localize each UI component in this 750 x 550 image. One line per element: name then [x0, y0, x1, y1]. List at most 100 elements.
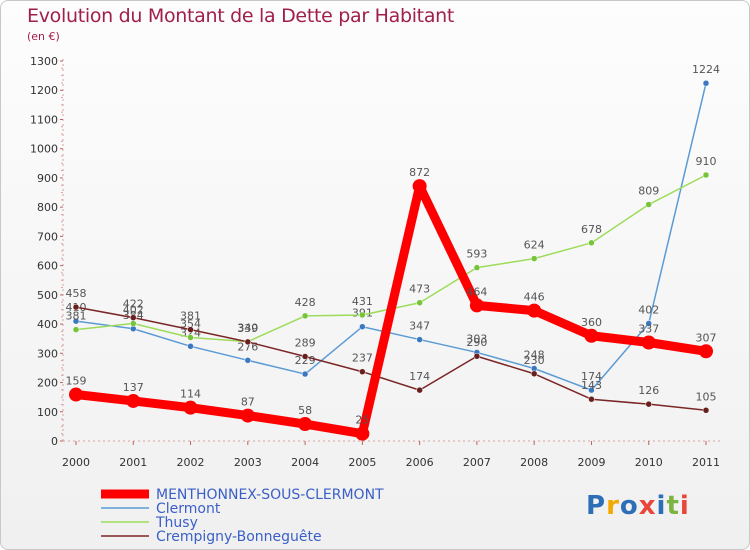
data-label-crempigny-bonnegu-te: 237 [352, 352, 373, 365]
x-tick-label: 2001 [119, 456, 147, 469]
data-label-menthonnex-sous-clermont: 159 [66, 375, 87, 388]
data-label-crempigny-bonnegu-te: 105 [696, 390, 717, 403]
data-point-thusy [359, 311, 366, 319]
data-point-menthonnex-sous-clermont [641, 335, 656, 350]
series-line-menthonnex-sous-clermont [71, 181, 711, 439]
data-label-crempigny-bonnegu-te: 174 [409, 370, 430, 383]
data-label-crempigny-bonnegu-te: 290 [466, 336, 487, 349]
y-tick-label: 200 [37, 377, 58, 390]
data-label-clermont: 303 [466, 332, 487, 345]
data-label-thusy: 473 [409, 283, 430, 296]
data-label-thusy: 678 [581, 223, 602, 236]
y-tick-label: 600 [37, 260, 58, 273]
data-label-menthonnex-sous-clermont: 307 [696, 331, 717, 344]
data-point-thusy [702, 171, 710, 179]
data-label-menthonnex-sous-clermont: 25 [355, 414, 369, 427]
legend-label-thusy: Thusy [155, 515, 198, 531]
data-point-crempigny-bonnegu-te [301, 353, 309, 360]
data-label-menthonnex-sous-clermont: 58 [298, 404, 312, 417]
data-label-menthonnex-sous-clermont: 464 [466, 285, 487, 298]
x-tick-label: 2011 [692, 456, 720, 469]
data-point-menthonnex-sous-clermont [412, 179, 427, 194]
data-label-thusy: 431 [352, 295, 373, 308]
y-tick-label: 900 [37, 172, 58, 185]
data-label-crempigny-bonnegu-te: 143 [581, 379, 602, 392]
x-tick-label: 2000 [62, 456, 90, 469]
data-label-clermont: 1224 [692, 63, 720, 76]
data-label-menthonnex-sous-clermont: 872 [409, 166, 430, 179]
data-label-crempigny-bonnegu-te: 289 [295, 337, 316, 350]
chart-subtitle: (en €) [27, 30, 60, 43]
data-point-crempigny-bonnegu-te [473, 352, 481, 360]
data-point-clermont [301, 370, 309, 378]
data-point-menthonnex-sous-clermont [699, 344, 713, 359]
data-label-thusy: 354 [180, 318, 201, 331]
y-tick-label: 800 [37, 201, 58, 214]
y-tick-label: 1200 [30, 84, 58, 97]
data-point-crempigny-bonnegu-te [702, 407, 710, 414]
legend-label-menthonnex-sous-clermont: MENTHONNEX-SOUS-CLERMONT [156, 487, 384, 503]
data-label-thusy: 809 [638, 185, 659, 198]
data-point-crempigny-bonnegu-te [588, 395, 595, 403]
proxiti-logo: Proxiti [586, 491, 690, 521]
data-point-thusy [416, 299, 423, 306]
data-point-clermont [702, 79, 710, 87]
data-point-thusy [530, 255, 538, 262]
y-tick-label: 300 [37, 347, 58, 360]
legend-label-crempigny-bonnegu-te: Crempigny-Bonneguête [156, 529, 322, 545]
data-point-clermont [72, 317, 80, 325]
data-label-thusy: 593 [466, 248, 487, 261]
data-label-thusy: 428 [295, 296, 316, 309]
x-tick-label: 2010 [635, 456, 663, 469]
data-point-crempigny-bonnegu-te [416, 386, 423, 394]
data-point-crempigny-bonnegu-te [72, 303, 80, 311]
data-point-menthonnex-sous-clermont [527, 303, 542, 318]
data-label-thusy: 624 [524, 239, 545, 252]
data-point-menthonnex-sous-clermont [69, 387, 83, 402]
x-tick-label: 2004 [291, 456, 319, 469]
data-point-menthonnex-sous-clermont [126, 393, 141, 408]
data-label-clermont: 174 [581, 370, 602, 383]
y-tick-label: 700 [37, 230, 58, 243]
data-label-crempigny-bonnegu-te: 422 [123, 298, 144, 311]
data-label-menthonnex-sous-clermont: 87 [241, 396, 255, 409]
data-point-thusy [645, 201, 652, 208]
x-tick-label: 2003 [234, 456, 262, 469]
data-label-crempigny-bonnegu-te: 339 [237, 322, 258, 335]
data-point-crempigny-bonnegu-te [530, 370, 538, 378]
data-point-menthonnex-sous-clermont [355, 426, 370, 441]
x-tick-label: 2007 [463, 456, 491, 469]
y-tick-label: 1000 [30, 143, 58, 156]
data-label-crempigny-bonnegu-te: 126 [638, 384, 659, 397]
data-point-menthonnex-sous-clermont [469, 298, 484, 313]
data-label-thusy: 402 [123, 303, 144, 316]
data-label-thusy: 340 [237, 322, 258, 335]
data-point-thusy [301, 312, 309, 320]
data-label-clermont: 248 [524, 349, 545, 362]
y-tick-label: 1100 [30, 113, 58, 126]
data-point-thusy [130, 320, 137, 327]
x-tick-label: 2008 [520, 456, 548, 469]
y-tick-label: 500 [37, 289, 58, 302]
data-point-crempigny-bonnegu-te [244, 338, 252, 346]
data-point-clermont [645, 320, 652, 327]
data-label-thusy: 381 [66, 310, 87, 323]
data-point-crempigny-bonnegu-te [359, 368, 366, 375]
data-label-crempigny-bonnegu-te: 230 [524, 354, 545, 367]
data-point-thusy [72, 326, 80, 333]
y-tick-label: 1300 [30, 55, 58, 68]
data-point-crempigny-bonnegu-te [187, 326, 194, 333]
data-point-menthonnex-sous-clermont [298, 417, 313, 432]
legend-label-clermont: Clermont [156, 501, 221, 517]
data-point-clermont [416, 336, 423, 343]
data-point-menthonnex-sous-clermont [240, 408, 255, 423]
data-point-clermont [359, 323, 366, 330]
series-line-clermont [75, 82, 707, 391]
data-label-thusy: 910 [696, 155, 717, 168]
series-line-crempigny-bonnegu-te [75, 306, 707, 412]
data-label-menthonnex-sous-clermont: 337 [638, 322, 659, 335]
data-label-clermont: 347 [409, 320, 430, 333]
data-label-crempigny-bonnegu-te: 458 [66, 287, 87, 300]
data-label-menthonnex-sous-clermont: 446 [524, 291, 545, 304]
